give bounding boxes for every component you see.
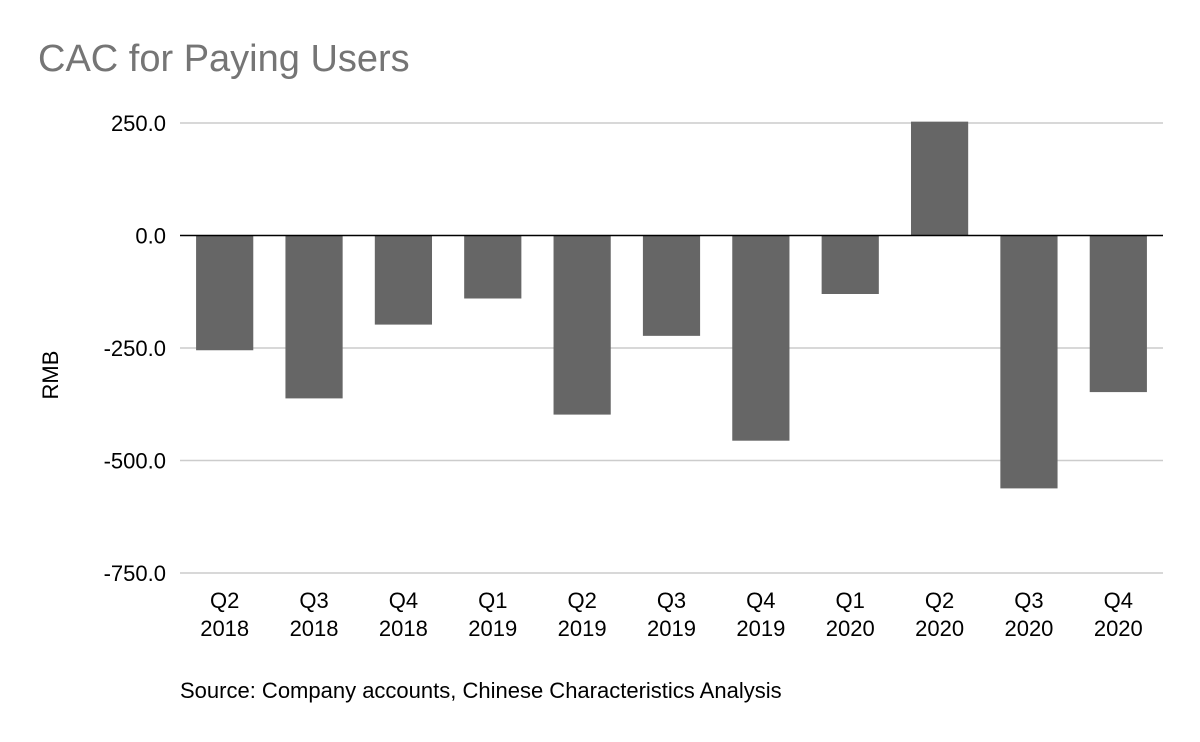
x-tick-label: Q4 2020	[1094, 588, 1143, 641]
bar	[732, 235, 790, 441]
y-axis-ticks: 250.0 0.0 -250.0 -500.0 -750.0	[104, 111, 166, 586]
y-tick-label: -250.0	[104, 336, 166, 361]
x-tick-label: Q2 2018	[200, 588, 249, 641]
bar	[910, 121, 969, 236]
y-tick-label: 0.0	[135, 224, 166, 249]
chart-title: CAC for Paying Users	[38, 38, 410, 80]
bar	[1089, 235, 1147, 393]
x-tick-label: Q4 2019	[736, 588, 785, 641]
x-tick-label: Q3 2019	[647, 588, 696, 641]
bar	[553, 235, 611, 415]
bar	[464, 235, 522, 299]
bar	[821, 235, 879, 294]
y-tick-label: 250.0	[111, 111, 166, 136]
x-axis-ticks: Q2 2018 Q3 2018 Q4 2018 Q1 2019 Q2 2019 Q3 2019 Q4 20…	[200, 588, 1143, 641]
x-tick-label: Q3 2018	[290, 588, 339, 641]
x-tick-label: Q1 2019	[468, 588, 517, 641]
bar	[196, 235, 254, 351]
x-tick-label: Q3 2020	[1004, 588, 1053, 641]
x-tick-label: Q4 2018	[379, 588, 428, 641]
y-axis-label: RMB	[38, 351, 63, 400]
y-tick-label: -500.0	[104, 449, 166, 474]
bar	[642, 235, 701, 336]
x-tick-label: Q2 2019	[558, 588, 607, 641]
y-tick-label: -750.0	[104, 561, 166, 586]
x-tick-label: Q2 2020	[915, 588, 964, 641]
bars	[196, 121, 1147, 489]
bar	[1000, 235, 1058, 489]
bar	[285, 235, 343, 399]
bar	[374, 235, 433, 325]
source-note: Source: Company accounts, Chinese Charac…	[180, 678, 782, 703]
grid-lines	[180, 122, 1163, 574]
x-tick-label: Q1 2020	[826, 588, 875, 641]
